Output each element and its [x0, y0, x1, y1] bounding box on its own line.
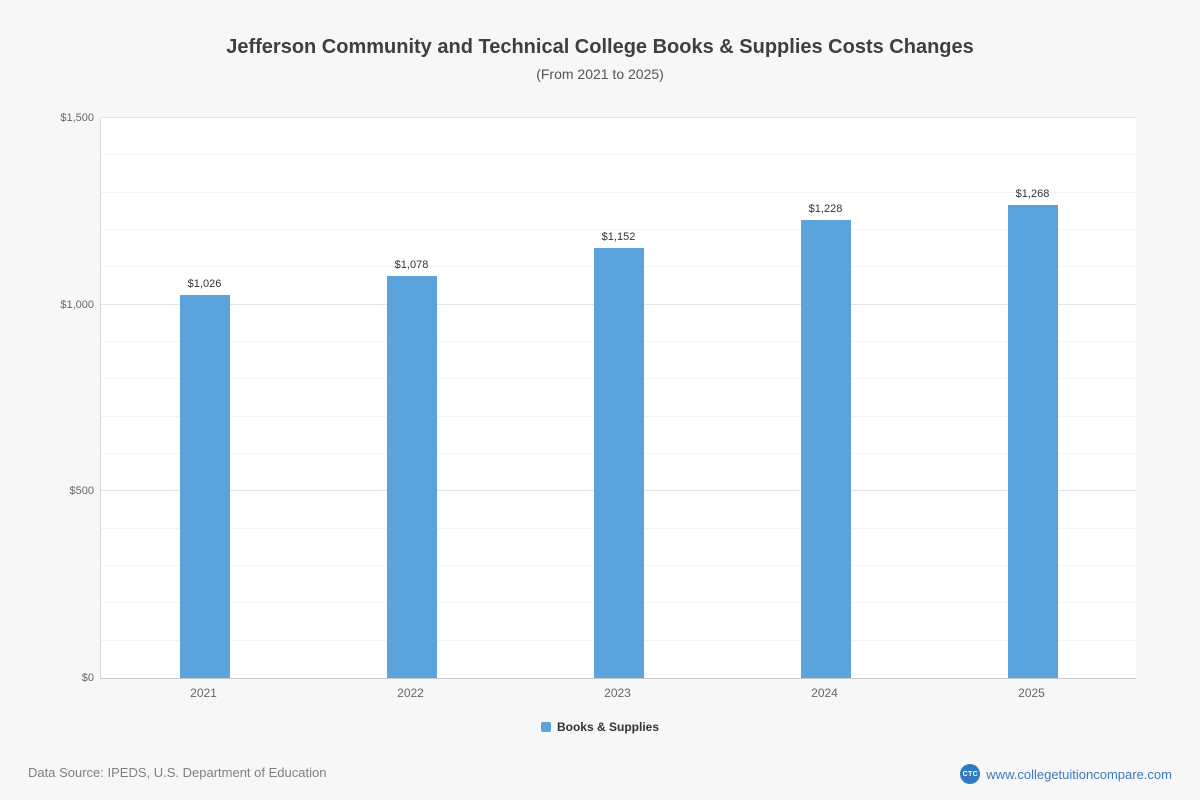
x-axis-tick-label: 2024 — [811, 686, 838, 700]
data-source-text: Data Source: IPEDS, U.S. Department of E… — [28, 765, 327, 780]
x-axis-tick-label: 2023 — [604, 686, 631, 700]
legend-label: Books & Supplies — [556, 720, 660, 734]
bar-group: $1,228 — [722, 118, 929, 678]
bar[interactable] — [800, 219, 851, 678]
y-axis: $0 $500 $1,000 $1,500 — [18, 112, 94, 684]
site-attribution: CTC www.collegetuitioncompare.com — [960, 764, 1172, 784]
y-axis-tick-label: $500 — [69, 485, 94, 498]
legend-marker-icon — [540, 722, 551, 732]
y-axis-tick-label: $0 — [81, 672, 94, 684]
legend[interactable]: Books & Supplies — [0, 720, 1200, 734]
bar-value-label: $1,078 — [394, 258, 429, 271]
bar[interactable] — [1007, 204, 1058, 678]
chart-title: Jefferson Community and Technical Colleg… — [226, 36, 974, 58]
gridline — [101, 191, 1136, 193]
y-axis-tick-label: $1,000 — [60, 298, 94, 311]
bar-group: $1,078 — [308, 118, 515, 678]
x-axis-tick-label: 2021 — [190, 686, 217, 700]
gridline — [101, 229, 1136, 230]
bar-value-label: $1,268 — [1015, 187, 1050, 200]
ctc-logo-icon: CTC — [960, 764, 981, 784]
bars-row: $1,026 $1,078 $1,152 $1,228 $1,268 — [101, 118, 1136, 678]
bar[interactable] — [593, 247, 644, 678]
site-link[interactable]: www.collegetuitioncompare.com — [986, 766, 1172, 782]
x-axis: 2021 2022 2023 2024 2025 — [100, 686, 1135, 700]
bar-value-label: $1,228 — [808, 202, 843, 215]
y-axis-tick-label: $1,500 — [60, 112, 94, 124]
x-axis-tick-label: 2022 — [397, 686, 424, 700]
bar-group: $1,152 — [515, 118, 722, 678]
bar[interactable] — [386, 275, 437, 678]
bar[interactable] — [179, 294, 230, 678]
bar-value-label: $1,026 — [187, 277, 222, 290]
bar-group: $1,026 — [101, 118, 308, 678]
gridline — [101, 117, 1136, 118]
x-axis-tick-label: 2025 — [1018, 686, 1045, 700]
gridline — [101, 154, 1136, 156]
chart-subtitle: (From 2021 to 2025) — [536, 66, 664, 82]
bar-group: $1,268 — [929, 118, 1136, 678]
bar-value-label: $1,152 — [601, 230, 636, 243]
plot-area: $1,026 $1,078 $1,152 $1,228 $1,268 — [100, 117, 1136, 679]
